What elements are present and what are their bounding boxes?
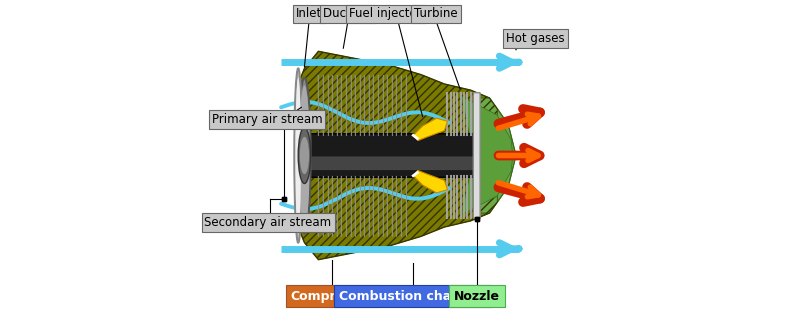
FancyBboxPatch shape bbox=[474, 93, 480, 218]
Ellipse shape bbox=[300, 137, 309, 174]
Text: Primary air stream: Primary air stream bbox=[212, 113, 323, 126]
Text: Fuel injector: Fuel injector bbox=[349, 7, 422, 21]
Ellipse shape bbox=[298, 128, 311, 183]
Polygon shape bbox=[414, 170, 448, 193]
Polygon shape bbox=[298, 51, 497, 156]
FancyBboxPatch shape bbox=[303, 134, 478, 177]
Text: Compressor: Compressor bbox=[290, 290, 374, 303]
Polygon shape bbox=[298, 156, 497, 260]
Polygon shape bbox=[474, 98, 516, 213]
Text: Secondary air stream: Secondary air stream bbox=[204, 216, 332, 229]
Ellipse shape bbox=[294, 68, 302, 243]
Polygon shape bbox=[414, 118, 448, 141]
Ellipse shape bbox=[299, 86, 310, 225]
Text: Hot gases: Hot gases bbox=[506, 32, 564, 45]
Polygon shape bbox=[497, 109, 516, 202]
Polygon shape bbox=[461, 96, 513, 215]
FancyBboxPatch shape bbox=[304, 156, 478, 170]
Ellipse shape bbox=[298, 78, 311, 233]
Text: Inlet: Inlet bbox=[296, 7, 322, 21]
Text: Combustion chamber: Combustion chamber bbox=[339, 290, 487, 303]
Text: Nozzle: Nozzle bbox=[454, 290, 500, 303]
Text: Duct fan: Duct fan bbox=[323, 7, 373, 21]
Text: Turbine: Turbine bbox=[414, 7, 457, 21]
Ellipse shape bbox=[295, 78, 301, 233]
